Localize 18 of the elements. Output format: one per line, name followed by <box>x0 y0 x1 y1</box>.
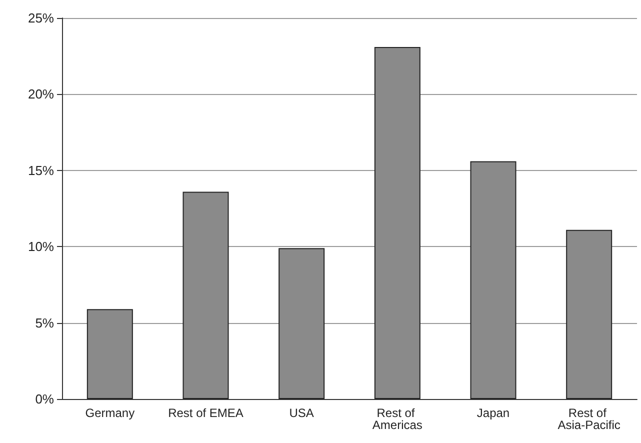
bar <box>374 46 420 399</box>
bar <box>182 192 229 399</box>
y-tick-label: 20% <box>28 86 54 102</box>
y-tick-label: 25% <box>28 10 54 26</box>
x-tick-label: Germany <box>85 406 135 420</box>
bar <box>470 161 516 399</box>
y-tick-label: 0% <box>35 392 54 406</box>
y-tick-label: 15% <box>28 162 54 178</box>
x-tick-label: USA <box>289 406 314 420</box>
y-tick-label: 10% <box>28 239 54 254</box>
bar <box>86 309 133 399</box>
y-tick-label: 5% <box>35 315 54 330</box>
x-tick-label: Japan <box>476 406 510 420</box>
x-tick-label: Rest of EMEA <box>168 406 244 420</box>
bar <box>566 230 612 399</box>
x-tick-label: Rest of Asia-Pacific <box>558 406 620 432</box>
bar <box>278 248 325 399</box>
x-tick-label: Rest of Americas <box>372 406 422 432</box>
